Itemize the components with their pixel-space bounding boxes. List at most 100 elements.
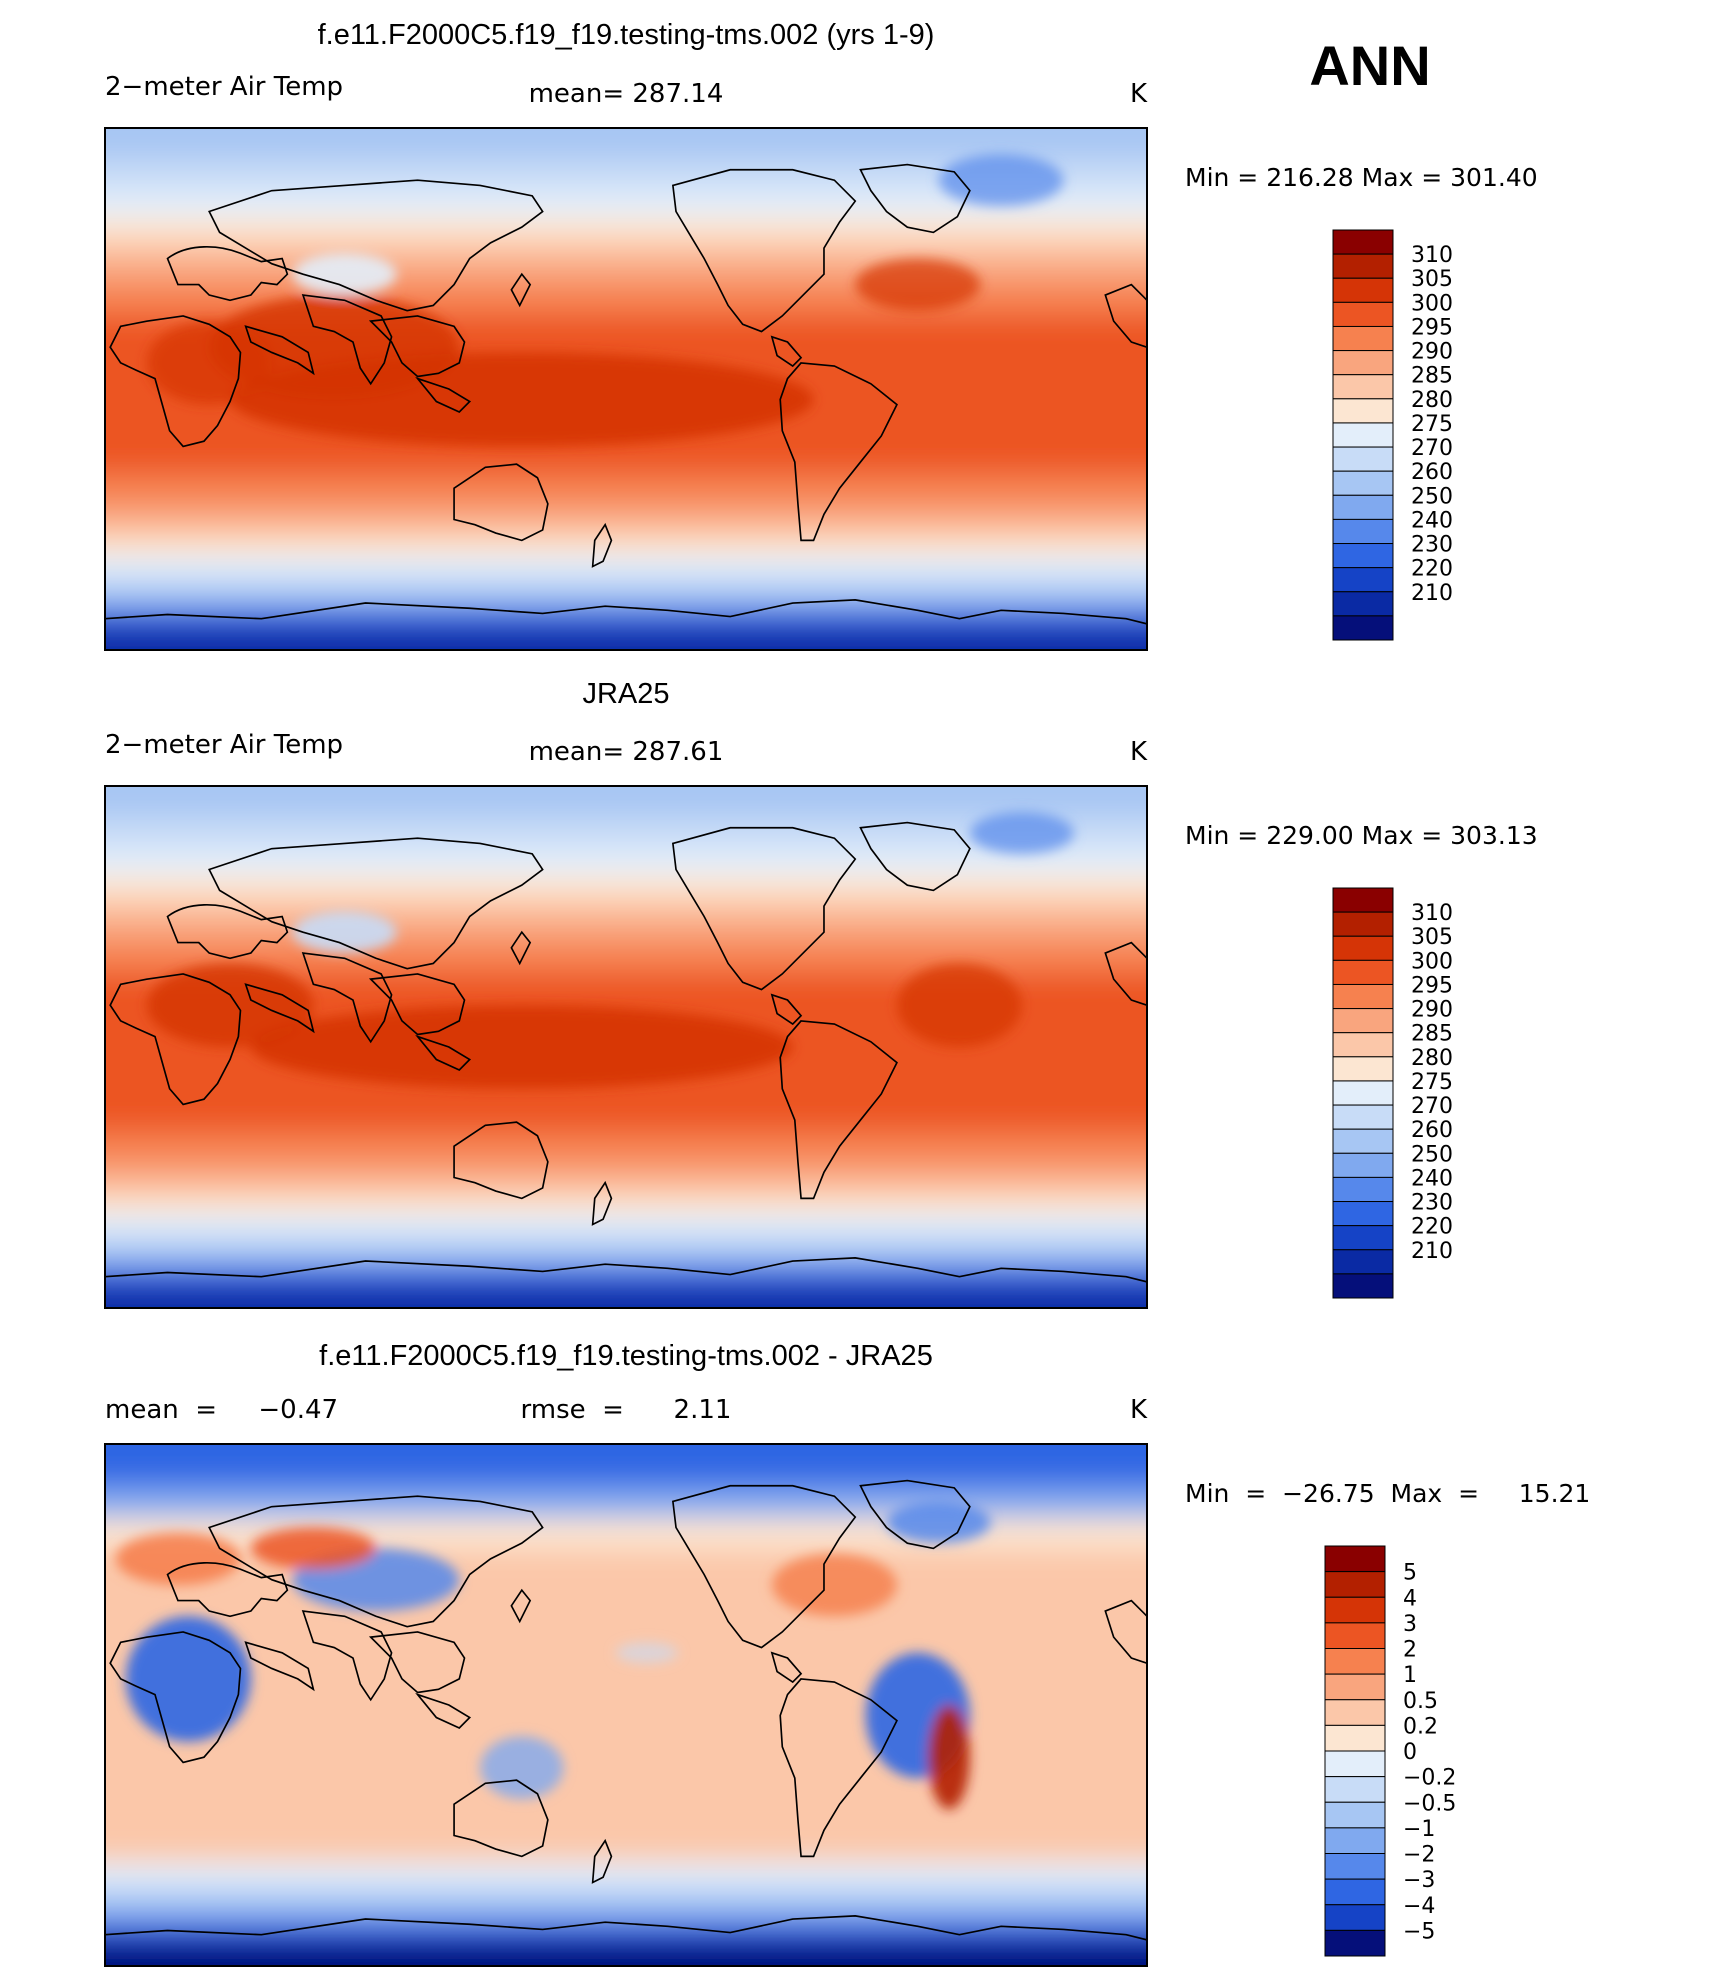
- colorbar-tick-label: 230: [1411, 533, 1453, 558]
- field-anomaly: [896, 963, 1022, 1047]
- colorbar-swatch: [1324, 1545, 1386, 1573]
- colorbar-swatch: [1332, 518, 1394, 545]
- field-anomaly: [115, 1532, 241, 1585]
- colorbar-swatch: [1332, 1080, 1394, 1106]
- colorbar-tick-label: 0.5: [1403, 1689, 1438, 1714]
- field-anomaly: [928, 1705, 970, 1810]
- colorbar-swatch: [1324, 1673, 1386, 1701]
- colorbar-swatch: [1332, 325, 1394, 352]
- colorbar-tick-label: 275: [1411, 1070, 1453, 1095]
- colorbar-swatch: [1332, 470, 1394, 496]
- colorbar-tick-label: −2: [1403, 1843, 1435, 1868]
- colorbar-swatch: [1332, 494, 1394, 520]
- map-panel-obs: [105, 786, 1147, 1308]
- colorbar-swatch: [1332, 398, 1394, 424]
- panel-3-minmax: Min = −26.75 Max = 15.21: [1185, 1479, 1590, 1508]
- field-anomaly: [969, 812, 1075, 854]
- colorbar-tick-label: 310: [1411, 901, 1453, 926]
- colorbar-swatch: [1332, 911, 1394, 937]
- colorbar-swatch: [1332, 1008, 1394, 1034]
- panel-2-units: K: [1130, 737, 1148, 767]
- field-band: [105, 1548, 1147, 1864]
- field-band: [105, 1861, 1147, 1890]
- colorbar-swatch: [1324, 1853, 1386, 1880]
- colorbar-tick-label: 310: [1411, 243, 1453, 268]
- field-anomaly: [250, 1527, 376, 1570]
- colorbar-swatch: [1324, 1929, 1386, 1957]
- colorbar-tick-label: 260: [1411, 460, 1453, 485]
- colorbar-swatch: [1324, 1571, 1386, 1598]
- colorbar-tick-label: 250: [1411, 1142, 1453, 1167]
- colorbar-tick-label: 5: [1403, 1561, 1417, 1586]
- colorbar-swatch: [1324, 1648, 1386, 1675]
- colorbar-tick-label: 290: [1411, 340, 1453, 365]
- field-band: [105, 618, 1147, 637]
- colorbar-tick-label: 230: [1411, 1191, 1453, 1216]
- colorbar-swatch: [1324, 1904, 1386, 1931]
- field-band: [105, 603, 1147, 621]
- colorbar-swatch: [1332, 422, 1394, 448]
- field-band: [105, 1945, 1147, 1966]
- colorbar-tick-label: 3: [1403, 1612, 1417, 1637]
- colorbar-swatch: [1332, 350, 1394, 376]
- field-band: [105, 540, 1147, 559]
- colorbar-tick-label: 220: [1411, 557, 1453, 582]
- colorbar-tick-label: 300: [1411, 949, 1453, 974]
- colorbar-tick-label: 210: [1411, 1239, 1453, 1264]
- colorbar-model: 3103053002952902852802752702602502402302…: [1332, 229, 1453, 641]
- colorbar-tick-label: −4: [1403, 1894, 1435, 1919]
- field-anomaly: [886, 1501, 991, 1544]
- colorbar-swatch: [1332, 591, 1394, 617]
- field-band: [105, 472, 1147, 506]
- colorbar-tick-label: 290: [1411, 998, 1453, 1023]
- colorbar-swatch: [1332, 277, 1394, 303]
- panel-2-mean: mean= 287.61: [529, 737, 724, 767]
- map-panel-diff: [105, 1444, 1147, 1966]
- colorbar-tick-label: 305: [1411, 267, 1453, 292]
- colorbar-swatch: [1332, 301, 1394, 327]
- colorbar-tick-label: 210: [1411, 581, 1453, 606]
- colorbar-tick-label: 240: [1411, 1166, 1453, 1191]
- field-anomaly: [771, 1553, 897, 1617]
- field-band: [105, 571, 1147, 590]
- panel-3-mean: mean = −0.47: [105, 1395, 338, 1425]
- field-band: [105, 634, 1147, 650]
- colorbar-tick-label: 295: [1411, 973, 1453, 998]
- field-band: [105, 503, 1147, 527]
- field-anomaly: [855, 258, 981, 311]
- colorbar-tick-label: 0.2: [1403, 1714, 1438, 1739]
- colorbar-swatch: [1332, 229, 1394, 255]
- field-band: [105, 1913, 1147, 1932]
- panel-1-units: K: [1130, 79, 1148, 109]
- field-band: [105, 258, 1147, 287]
- colorbar-tick-label: 260: [1411, 1118, 1453, 1143]
- colorbar-swatch: [1332, 1056, 1394, 1082]
- panel-2-variable: 2−meter Air Temp: [105, 730, 343, 760]
- map-frame-obs: [104, 785, 1148, 1309]
- colorbar-swatch: [1324, 1750, 1386, 1778]
- colorbar-swatch: [1324, 1827, 1386, 1854]
- field-band: [105, 237, 1147, 261]
- colorbar-tick-label: 1: [1403, 1663, 1417, 1688]
- colorbar-tick-label: 0: [1403, 1740, 1417, 1765]
- field-band: [105, 128, 1147, 162]
- colorbar-swatch: [1332, 1225, 1394, 1251]
- colorbar-tick-label: 4: [1403, 1586, 1417, 1611]
- colorbar-swatch: [1332, 615, 1394, 641]
- colorbar-swatch: [1324, 1699, 1386, 1726]
- colorbar-tick-label: 280: [1411, 388, 1453, 413]
- colorbar-tick-label: 305: [1411, 925, 1453, 950]
- field-anomaly: [938, 154, 1064, 207]
- field-band: [105, 1444, 1147, 1488]
- colorbar-tick-label: 285: [1411, 1022, 1453, 1047]
- field-anomaly: [125, 1616, 251, 1742]
- field-band: [105, 284, 1147, 318]
- colorbar-swatch: [1332, 1176, 1394, 1203]
- field-band: [105, 1198, 1147, 1217]
- field-band: [105, 874, 1147, 898]
- colorbar-tick-label: 220: [1411, 1215, 1453, 1240]
- field-band: [105, 1517, 1147, 1551]
- field-anomaly: [146, 321, 272, 405]
- panel-1-mean: mean= 287.14: [529, 79, 724, 109]
